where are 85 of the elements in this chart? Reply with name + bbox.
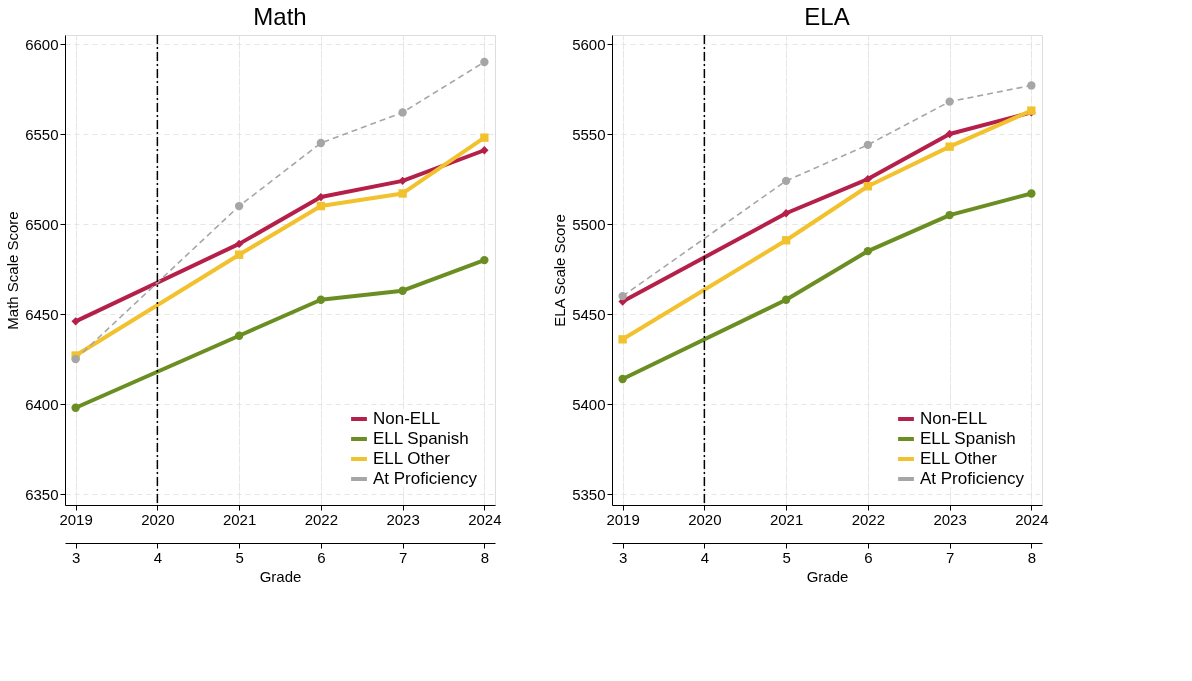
point <box>71 354 80 364</box>
point <box>480 57 489 67</box>
point <box>945 142 954 151</box>
point <box>863 140 873 150</box>
x2-tick-label: 2020 <box>141 510 175 528</box>
legend-label: Non-ELL <box>920 409 988 428</box>
point <box>1027 189 1036 198</box>
point <box>316 138 326 148</box>
legend-label: At Proficiency <box>920 469 1025 488</box>
point <box>618 335 627 344</box>
x2-tick-label: 2019 <box>606 510 640 528</box>
point <box>781 209 791 218</box>
point <box>316 295 326 304</box>
point <box>234 331 244 340</box>
x-tick-label: 4 <box>700 548 710 566</box>
y-tick-label: 5450 <box>572 305 606 323</box>
x2-tick-label: 2019 <box>59 510 93 528</box>
x-tick-label: 5 <box>235 548 244 566</box>
x2-tick-label: 2021 <box>769 510 804 528</box>
point <box>945 210 954 220</box>
x-tick-label: 3 <box>618 548 628 566</box>
x-tick-label: 8 <box>1027 548 1037 566</box>
point <box>781 236 791 245</box>
point <box>398 108 407 117</box>
legend-label: ELL Other <box>920 449 998 468</box>
point <box>71 317 80 326</box>
y-tick-label: 6350 <box>25 485 59 503</box>
x2-tick-label: 2024 <box>468 510 502 528</box>
x2-tick-label: 2020 <box>688 510 722 528</box>
x-axis-title: Grade <box>259 567 302 585</box>
x-tick-label: 6 <box>864 548 873 566</box>
point <box>398 189 407 198</box>
point <box>398 286 407 295</box>
y-tick-label: 5350 <box>572 485 606 503</box>
x2-tick-label: 2022 <box>304 510 339 528</box>
y-tick-label: 6500 <box>25 215 59 233</box>
y-tick-label: 6450 <box>25 305 59 323</box>
legend-label: At Proficiency <box>373 469 478 488</box>
x-tick-label: 8 <box>480 548 490 566</box>
chart-title: Math <box>253 3 307 31</box>
point <box>234 239 244 249</box>
point <box>480 133 489 142</box>
point <box>781 176 791 186</box>
point <box>234 201 244 211</box>
x-tick-label: 5 <box>782 548 791 566</box>
point <box>863 174 873 184</box>
legend-label: Non-ELL <box>373 409 441 428</box>
point <box>480 146 489 155</box>
x-tick-label: 3 <box>71 548 81 566</box>
x2-tick-label: 2024 <box>1015 510 1049 528</box>
y-tick-label: 6550 <box>25 125 59 143</box>
point <box>945 97 954 106</box>
y-axis-title: Math Scale Score <box>4 211 22 330</box>
point <box>480 255 489 265</box>
chart-title: ELA <box>804 3 850 31</box>
point <box>618 291 627 301</box>
y-axis-title: ELA Scale Score <box>551 214 569 327</box>
x-tick-label: 6 <box>317 548 326 566</box>
x-tick-label: 7 <box>398 548 408 566</box>
point <box>781 295 791 304</box>
y-tick-label: 6400 <box>25 395 59 413</box>
point <box>71 403 80 412</box>
x-axis-title: Grade <box>806 567 849 585</box>
y-tick-label: 5500 <box>572 215 606 233</box>
point <box>618 374 627 384</box>
y-tick-label: 5550 <box>572 125 606 143</box>
y-tick-label: 5400 <box>572 395 606 413</box>
y-tick-label: 6600 <box>25 35 59 53</box>
y-tick-label: 5600 <box>572 35 606 53</box>
point <box>1027 81 1036 90</box>
x2-tick-label: 2023 <box>933 510 967 528</box>
x2-tick-label: 2021 <box>222 510 257 528</box>
x2-tick-label: 2023 <box>386 510 420 528</box>
point <box>945 129 954 139</box>
x2-tick-label: 2022 <box>851 510 886 528</box>
point <box>234 250 244 259</box>
point <box>316 201 326 211</box>
legend-label: ELL Other <box>373 449 451 468</box>
legend-label: ELL Spanish <box>373 429 469 448</box>
point <box>863 246 873 256</box>
point <box>863 182 873 191</box>
x-tick-label: 7 <box>945 548 955 566</box>
x-tick-label: 4 <box>153 548 163 566</box>
legend-label: ELL Spanish <box>920 429 1016 448</box>
point <box>398 176 407 186</box>
